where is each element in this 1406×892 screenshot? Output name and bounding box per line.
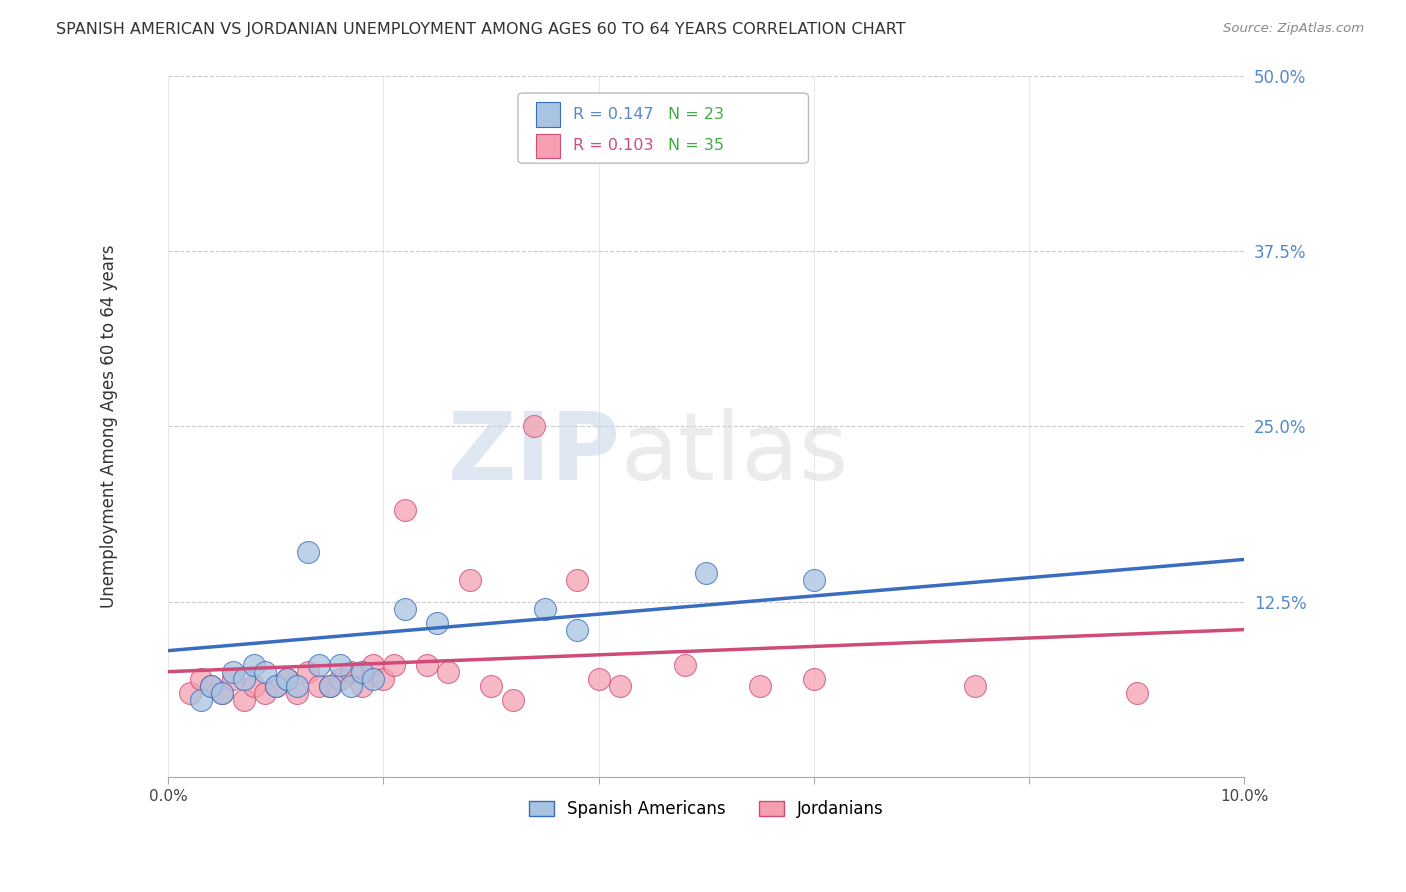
Point: [276, 672, 298, 686]
Point: [287, 679, 309, 693]
Point: [567, 623, 589, 637]
Point: [318, 679, 340, 693]
Point: [1125, 686, 1147, 700]
Point: [415, 657, 437, 672]
FancyBboxPatch shape: [536, 102, 560, 127]
Point: [211, 686, 233, 700]
Point: [200, 679, 222, 693]
Point: [695, 566, 717, 581]
Point: [350, 679, 373, 693]
Point: [200, 679, 222, 693]
Point: [394, 601, 416, 615]
Point: [340, 665, 363, 679]
Text: Source: ZipAtlas.com: Source: ZipAtlas.com: [1223, 22, 1364, 36]
Text: SPANISH AMERICAN VS JORDANIAN UNEMPLOYMENT AMONG AGES 60 TO 64 YEARS CORRELATION: SPANISH AMERICAN VS JORDANIAN UNEMPLOYME…: [56, 22, 905, 37]
Point: [534, 601, 557, 615]
Point: [264, 679, 287, 693]
Point: [479, 679, 502, 693]
Point: [382, 657, 405, 672]
Point: [749, 679, 772, 693]
FancyBboxPatch shape: [517, 93, 808, 163]
Point: [222, 665, 245, 679]
Point: [297, 665, 319, 679]
Point: [276, 672, 298, 686]
Text: R = 0.147: R = 0.147: [572, 107, 654, 121]
Point: [254, 686, 277, 700]
Point: [318, 679, 340, 693]
Point: [232, 692, 254, 706]
Text: Unemployment Among Ages 60 to 64 years: Unemployment Among Ages 60 to 64 years: [100, 244, 118, 608]
Point: [458, 574, 481, 588]
Point: [232, 672, 254, 686]
Point: [308, 679, 330, 693]
Point: [803, 672, 825, 686]
Point: [190, 692, 212, 706]
Point: [254, 665, 277, 679]
Point: [588, 672, 610, 686]
Point: [426, 615, 449, 630]
Point: [243, 657, 266, 672]
Point: [264, 679, 287, 693]
Point: [502, 692, 524, 706]
FancyBboxPatch shape: [536, 134, 560, 158]
Point: [394, 503, 416, 517]
Point: [308, 657, 330, 672]
Point: [437, 665, 460, 679]
Text: N = 35: N = 35: [668, 138, 724, 153]
Point: [567, 574, 589, 588]
Point: [361, 657, 384, 672]
Point: [373, 672, 395, 686]
Legend: Spanish Americans, Jordanians: Spanish Americans, Jordanians: [522, 793, 890, 824]
Point: [965, 679, 987, 693]
Text: N = 23: N = 23: [668, 107, 724, 121]
Text: R = 0.103: R = 0.103: [572, 138, 654, 153]
Point: [350, 665, 373, 679]
Point: [287, 686, 309, 700]
Point: [609, 679, 631, 693]
Point: [211, 686, 233, 700]
Point: [329, 657, 352, 672]
Point: [329, 672, 352, 686]
Point: [297, 545, 319, 559]
Point: [179, 686, 201, 700]
Point: [340, 679, 363, 693]
Point: [361, 672, 384, 686]
Point: [243, 679, 266, 693]
Text: atlas: atlas: [620, 409, 848, 500]
Point: [190, 672, 212, 686]
Point: [523, 419, 546, 434]
Text: ZIP: ZIP: [447, 409, 620, 500]
Point: [803, 574, 825, 588]
Point: [222, 672, 245, 686]
Point: [673, 657, 696, 672]
